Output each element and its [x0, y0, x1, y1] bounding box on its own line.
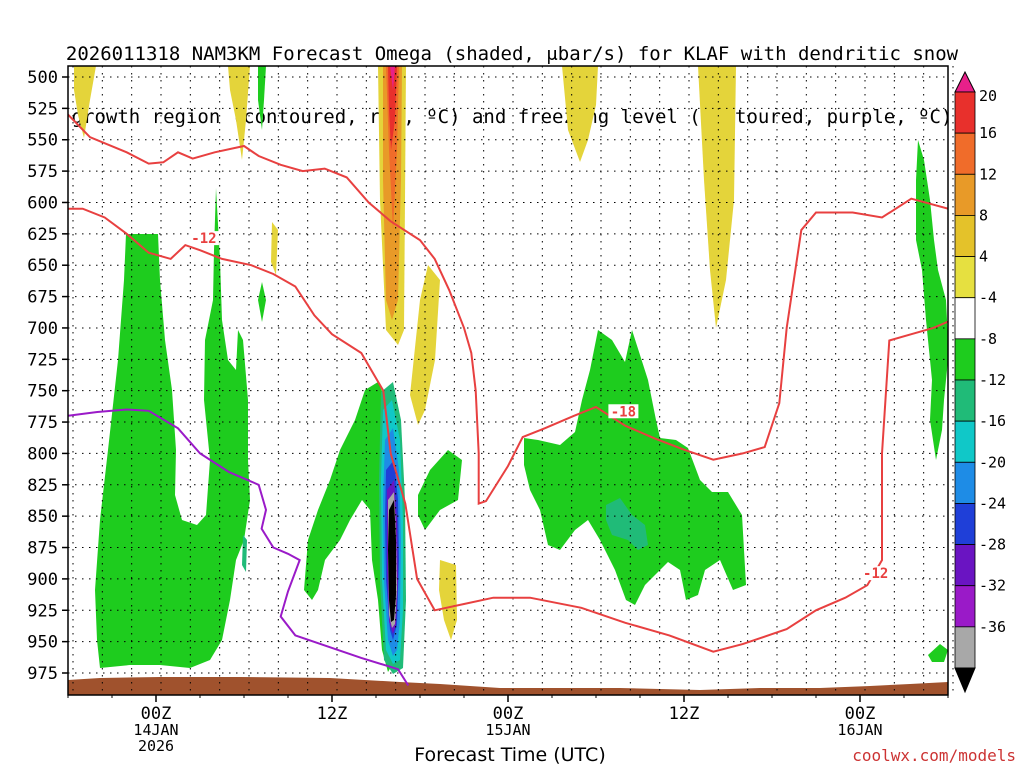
colorbar-label: 12 — [979, 165, 997, 183]
y-tick-label: 825 — [27, 476, 58, 496]
colorbar-segment — [954, 338, 976, 381]
y-tick-label: 875 — [27, 539, 58, 559]
y-tick-label: 750 — [27, 382, 58, 402]
colorbar-label: -8 — [979, 330, 997, 348]
contour-label-bg — [608, 404, 639, 419]
x-tick-label: 00Z — [845, 704, 876, 724]
colorbar-label: -4 — [979, 289, 997, 307]
y-tick-label: 950 — [27, 633, 58, 653]
colorbar-segment — [954, 132, 976, 175]
y-tick-label: 800 — [27, 444, 58, 464]
colorbar-segment — [954, 297, 976, 340]
omega-negative-region — [258, 282, 266, 322]
y-tick-label: 500 — [27, 68, 58, 88]
omega-shading — [68, 66, 948, 695]
colorbar-arrow-top — [954, 70, 976, 93]
contour-label-bg — [188, 231, 219, 246]
x-tick-label: 14JAN — [133, 721, 178, 739]
freezing-level-contour — [68, 408, 410, 687]
colorbar-arrow-bottom — [954, 667, 976, 694]
colorbar-segment — [954, 379, 976, 422]
omega-negative-region — [418, 450, 462, 530]
omega-teal-region — [242, 535, 247, 572]
omega-positive-region — [698, 66, 736, 328]
x-axis-label: Forecast Time (UTC) — [414, 744, 606, 766]
y-tick-label: 975 — [27, 664, 58, 684]
colorbar-segment — [954, 544, 976, 587]
colorbar-segment — [954, 215, 976, 257]
contour-labels: -12 -18 -12 — [188, 231, 891, 582]
colorbar-label: -24 — [979, 494, 1006, 512]
x-tick-label: 00Z — [141, 704, 172, 724]
y-tick-label: 900 — [27, 570, 58, 590]
colorbar-label: 8 — [979, 206, 988, 224]
y-tick-label: 850 — [27, 507, 58, 527]
omega-negative-region — [916, 140, 948, 460]
contour-label: -12 — [191, 231, 216, 247]
x-tick-label: 12Z — [669, 704, 700, 724]
contour-label-bg — [860, 566, 891, 581]
y-tick-label: 550 — [27, 131, 58, 151]
colorbar-segment — [954, 585, 976, 628]
y-tick-label: 575 — [27, 162, 58, 182]
colorbar-label: -16 — [979, 412, 1006, 430]
colorbar-segment — [954, 626, 976, 669]
omega-positive-region — [228, 66, 250, 160]
colorbar-segment — [954, 461, 976, 504]
omega-negative-region — [304, 382, 396, 672]
colorbar-segment — [954, 503, 976, 545]
colorbar-label: -20 — [979, 453, 1006, 471]
omega-positive-region — [271, 222, 278, 275]
y-tick-label: 525 — [27, 99, 58, 119]
colorbar-label: -32 — [979, 577, 1006, 595]
chart-title-line1: 2026011318 NAM3KM Forecast Omega (shaded… — [65, 43, 959, 65]
y-tick-label: 600 — [27, 193, 58, 213]
omega-strong-positive-core — [390, 66, 395, 90]
credit-text: coolwx.com/models — [852, 746, 1016, 765]
y-tick-label: 700 — [27, 319, 58, 339]
colorbar-label: -36 — [979, 618, 1006, 636]
colorbar-label: 16 — [979, 124, 997, 142]
x-tick-label: 00Z — [493, 704, 524, 724]
omega-strong-positive-core — [388, 66, 397, 150]
omega-teal-region — [606, 498, 648, 550]
y-tick-label: 925 — [27, 601, 58, 621]
omega-positive-region — [562, 66, 598, 162]
omega-negative-region — [928, 644, 948, 662]
contour-label: -12 — [863, 566, 888, 582]
x-tick-label: 12Z — [317, 704, 348, 724]
y-tick-label: 775 — [27, 413, 58, 433]
y-tick-label: 725 — [27, 350, 58, 370]
colorbar-label: -28 — [979, 536, 1006, 554]
x-tick-label: 15JAN — [485, 721, 530, 739]
omega-strong-negative-column — [388, 500, 396, 622]
colorbar-segment — [954, 173, 976, 216]
x-tick-label: 16JAN — [837, 721, 882, 739]
omega-positive-region — [410, 265, 440, 425]
colorbar-segment — [954, 91, 976, 134]
omega-negative-region — [95, 188, 250, 668]
y-tick-label: 625 — [27, 225, 58, 245]
colorbar-label: -12 — [979, 371, 1006, 389]
omega-positive-region — [439, 560, 457, 640]
x-tick-label: 2026 — [138, 737, 174, 755]
omega-negative-region — [524, 330, 746, 605]
y-tick-label: 650 — [27, 256, 58, 276]
omega-negative-region — [258, 66, 266, 130]
y-tick-label: 675 — [27, 288, 58, 308]
dgz-contour-upper — [68, 113, 948, 505]
colorbar-segment — [954, 420, 976, 463]
y-axis: 500 525 550 575 600 625 650 675 700 725 750 775 800 8… — [27, 68, 68, 684]
colorbar-label: 4 — [979, 248, 988, 266]
contour-label: -18 — [611, 404, 636, 420]
colorbar-label: 20 — [979, 87, 997, 105]
colorbar: 20 16 12 8 4 -4 -8 -12 -16 -20 -24 -28 -32 -36 — [954, 70, 1006, 694]
omega-positive-region — [74, 66, 96, 138]
colorbar-segment — [954, 256, 976, 299]
terrain-ground — [68, 677, 948, 695]
